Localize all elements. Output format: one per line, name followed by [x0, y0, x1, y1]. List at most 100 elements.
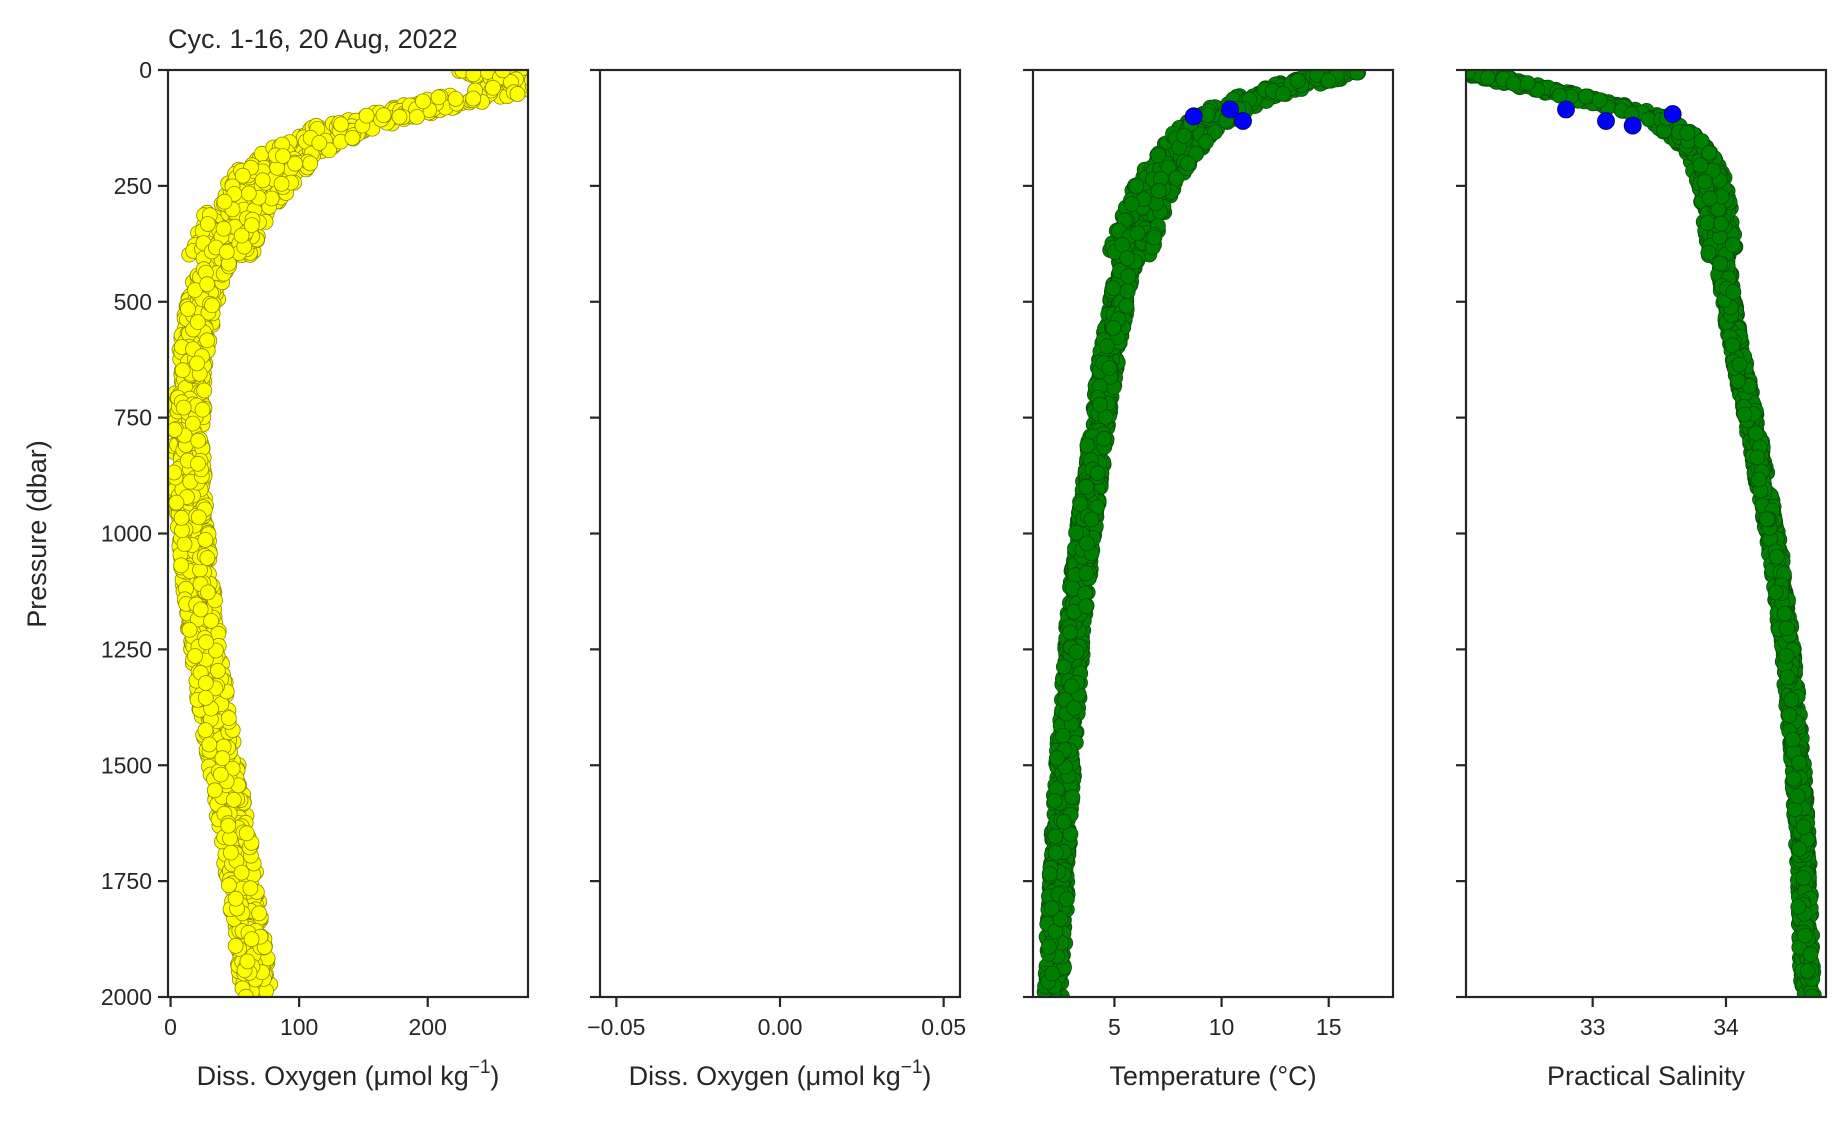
data-point — [1725, 284, 1742, 301]
data-point — [1040, 939, 1057, 955]
x-tick-label: 33 — [1580, 1014, 1606, 1040]
flagged-point — [1623, 116, 1642, 135]
data-point — [1055, 813, 1072, 830]
data-point — [1776, 605, 1793, 622]
data-point — [1055, 728, 1071, 744]
data-point — [1729, 372, 1746, 389]
data-point — [1046, 792, 1063, 809]
data-point — [1043, 900, 1060, 917]
x-tick-label: 10 — [1209, 1014, 1235, 1040]
data-point — [1750, 471, 1767, 488]
x-tick-label: 100 — [280, 1014, 318, 1040]
data-point — [1466, 70, 1477, 80]
data-point — [1802, 946, 1819, 963]
data-point — [1797, 927, 1813, 944]
data-point — [233, 227, 250, 244]
data-point — [234, 167, 251, 184]
data-point — [1062, 624, 1078, 641]
data-point — [1049, 750, 1065, 767]
data-point — [1795, 870, 1812, 886]
data-point — [189, 314, 206, 331]
data-point — [1693, 133, 1710, 149]
data-point — [532, 76, 547, 91]
data-point — [197, 532, 214, 548]
x-axis-label: Diss. Oxygen (μmol kg−1) — [197, 1057, 500, 1091]
data-point — [1066, 700, 1082, 716]
data-point — [1679, 125, 1696, 141]
data-point — [194, 401, 211, 418]
data-point — [197, 722, 214, 738]
data-point — [1725, 236, 1741, 253]
data-point — [273, 175, 290, 192]
data-point — [509, 86, 526, 102]
data-point — [1064, 789, 1081, 806]
data-point — [1129, 225, 1146, 242]
data-point — [1320, 72, 1337, 89]
data-point — [199, 550, 216, 566]
data-point — [1591, 92, 1608, 108]
data-point — [1479, 70, 1496, 86]
data-point — [1787, 801, 1803, 818]
data-point — [220, 817, 237, 834]
data-point — [1089, 465, 1106, 482]
data-point — [243, 931, 260, 947]
data-point — [465, 70, 482, 83]
data-point — [203, 613, 220, 629]
data-point — [1146, 229, 1163, 246]
y-tick-label: 1000 — [101, 521, 152, 547]
data-point — [1062, 826, 1079, 843]
data-point — [532, 76, 547, 91]
axes-frame — [598, 68, 962, 999]
data-point — [251, 905, 268, 922]
x-axis-label: Diss. Oxygen (μmol kg−1) — [629, 1057, 932, 1091]
data-point — [181, 621, 198, 638]
data-point — [196, 382, 213, 399]
data-point — [1052, 911, 1069, 927]
data-point — [190, 432, 207, 449]
data-point — [197, 675, 214, 691]
data-point — [206, 782, 223, 799]
data-point — [214, 750, 231, 767]
flagged-point — [1234, 112, 1252, 130]
data-point — [1123, 195, 1140, 212]
data-point — [1759, 511, 1775, 528]
data-point — [227, 890, 244, 907]
data-point — [243, 217, 260, 234]
data-point — [415, 93, 431, 110]
y-tick-label: 1750 — [101, 868, 152, 894]
data-point — [1505, 75, 1522, 92]
x-tick-label: −0.05 — [587, 1014, 645, 1040]
data-point — [1119, 250, 1135, 267]
data-point — [344, 129, 361, 146]
data-point — [1118, 297, 1135, 314]
flagged-point — [1557, 100, 1575, 119]
data-point — [1099, 338, 1115, 355]
data-point — [1160, 159, 1177, 176]
y-tick-label: 1500 — [101, 752, 152, 778]
data-point — [1791, 841, 1808, 857]
data-point — [222, 844, 239, 861]
data-point — [1769, 549, 1785, 565]
data-point — [190, 455, 206, 472]
data-point — [1699, 215, 1716, 231]
x-axis-label: Practical Salinity — [1547, 1061, 1746, 1091]
y-tick-label: 750 — [114, 405, 152, 431]
scatter-points-4 — [1466, 70, 1822, 997]
data-point — [484, 79, 501, 96]
y-tick-label: 250 — [114, 173, 152, 199]
data-point — [1150, 147, 1166, 164]
data-point — [430, 89, 447, 106]
data-point — [1767, 584, 1784, 601]
data-point — [1731, 356, 1748, 373]
data-point — [175, 399, 192, 416]
data-point — [1092, 396, 1108, 413]
x-axis-label: Temperature (°C) — [1109, 1061, 1316, 1091]
data-point — [220, 710, 237, 726]
data-point — [189, 355, 206, 372]
y-tick-label: 0 — [139, 57, 152, 83]
data-point — [187, 648, 203, 664]
data-point — [1795, 819, 1812, 835]
data-point — [1748, 425, 1764, 442]
